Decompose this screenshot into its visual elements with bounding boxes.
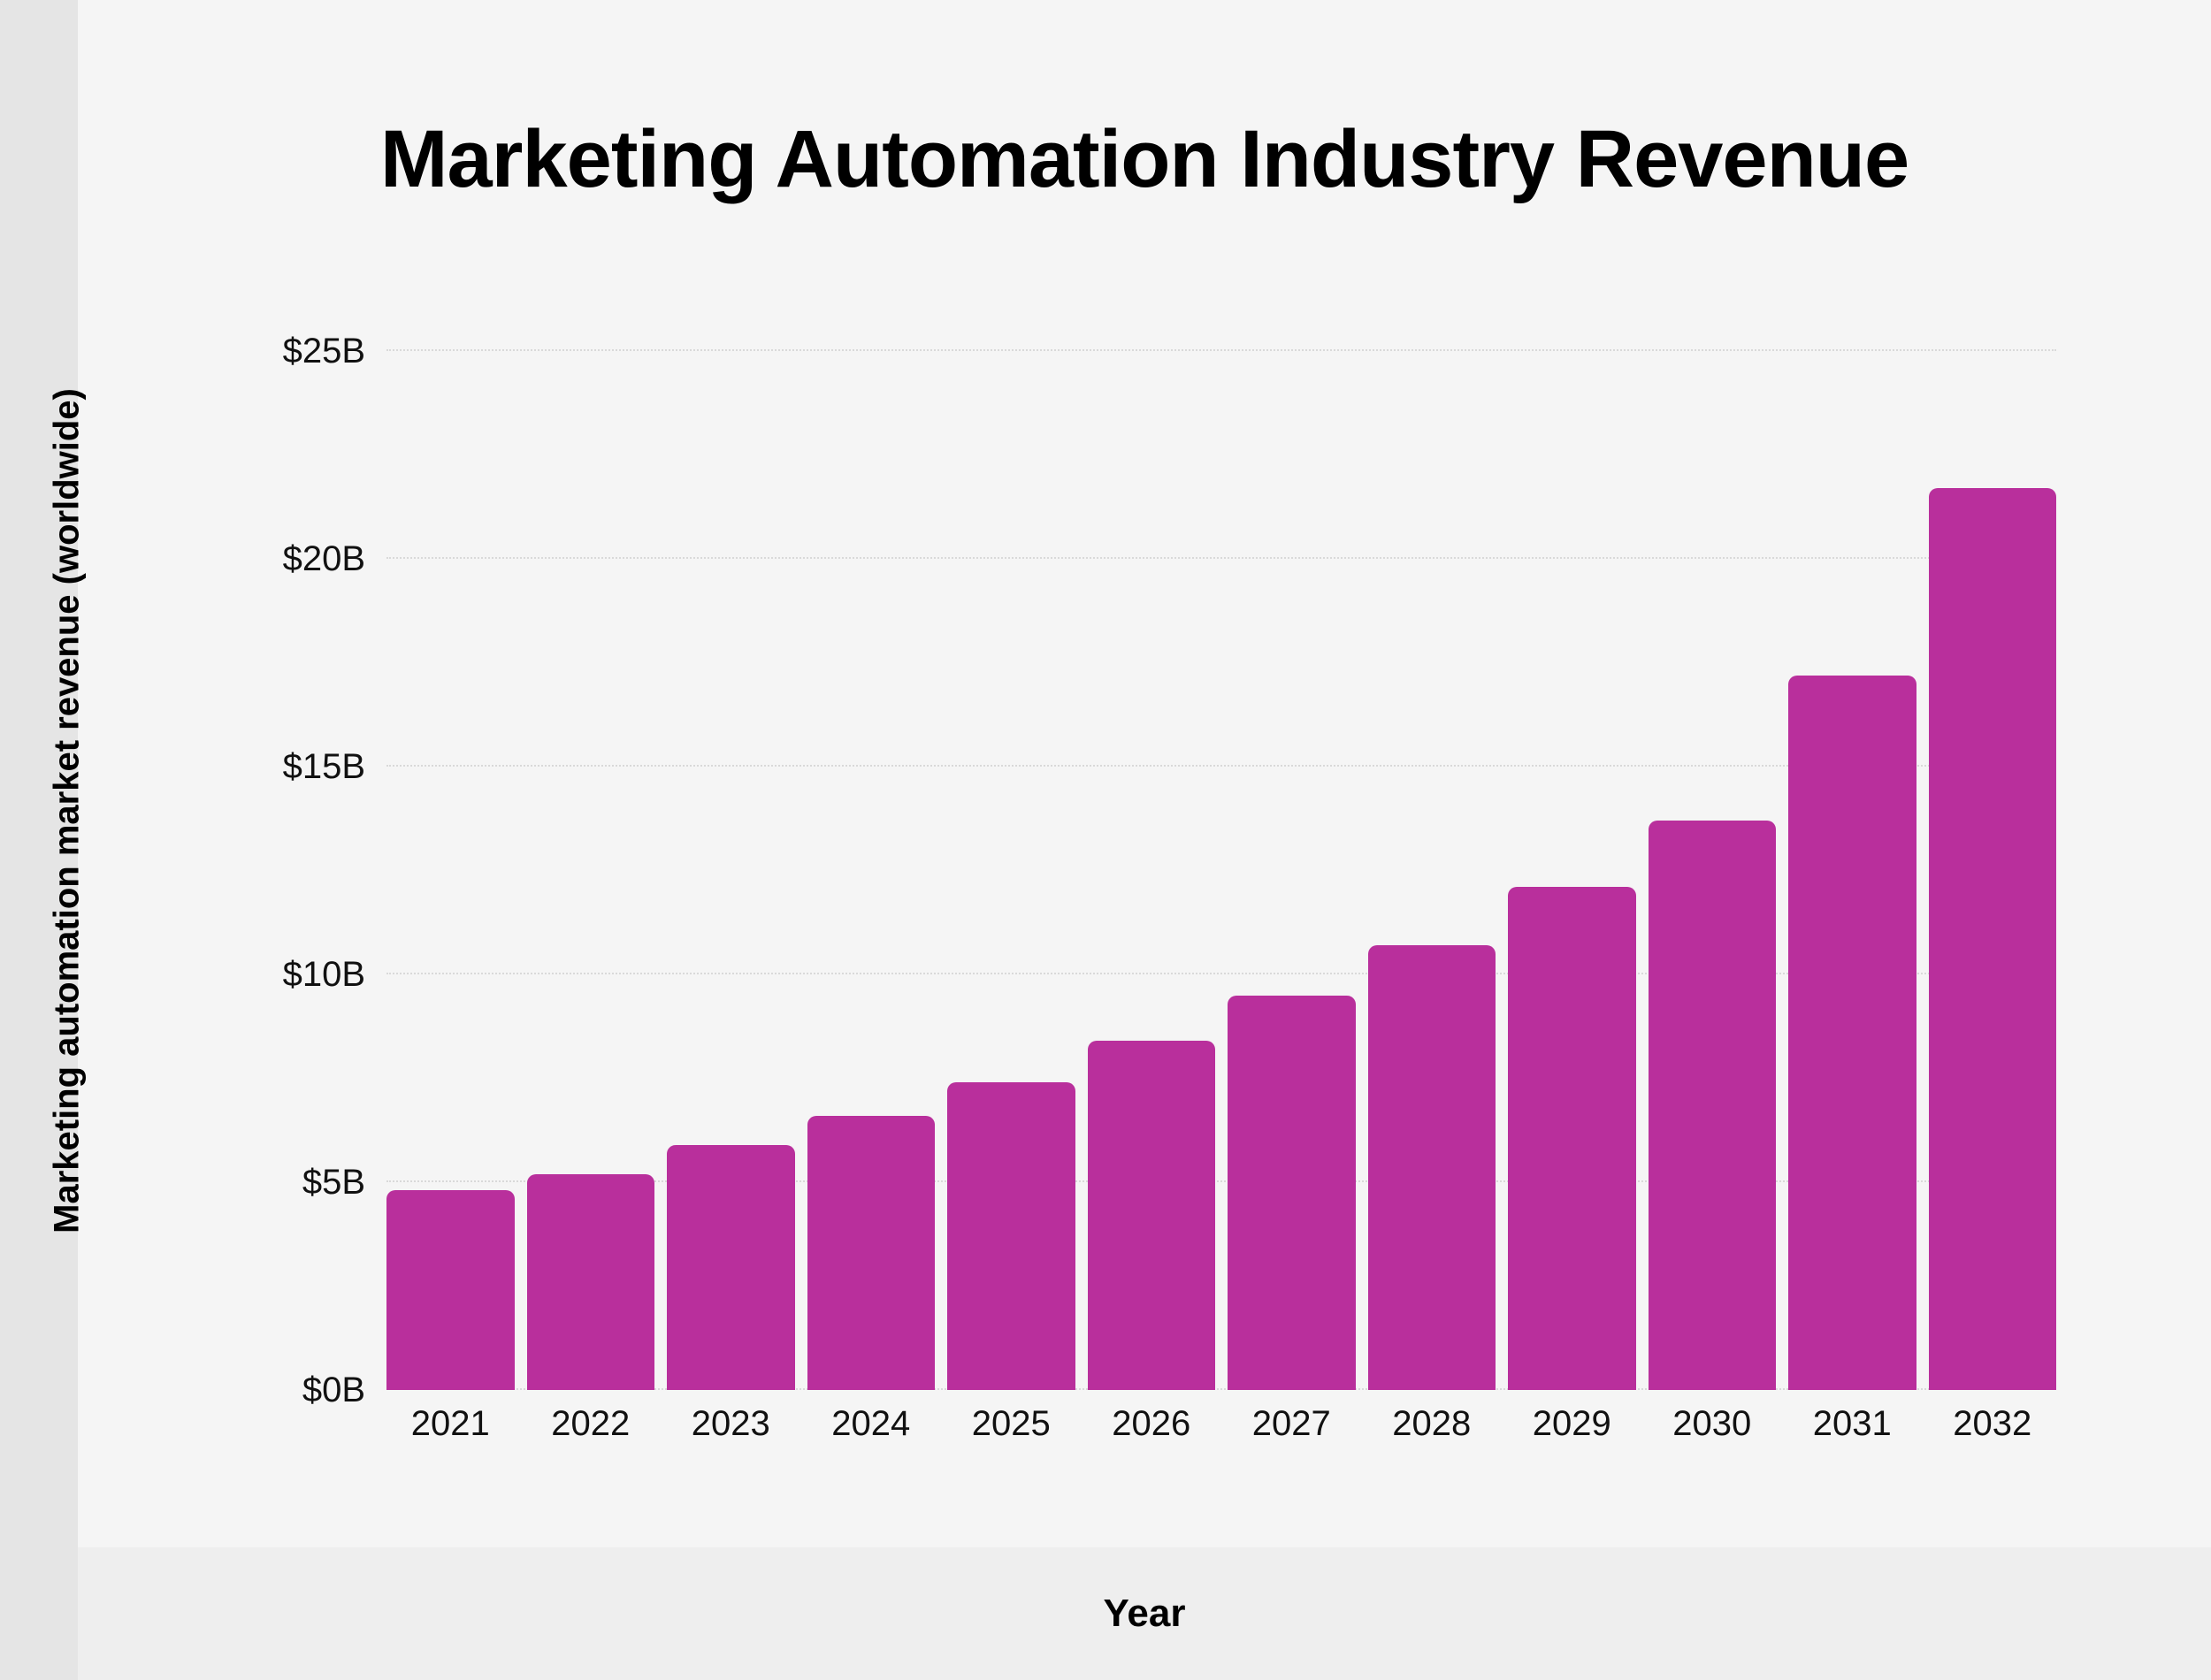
bar-2028 — [1367, 945, 1496, 1390]
x-tick-label: 2026 — [1112, 1404, 1191, 1443]
gridline — [386, 557, 2056, 559]
bar-2032 — [1928, 488, 2056, 1390]
bar-2026 — [1087, 1041, 1215, 1390]
y-tick-label: $15B — [282, 747, 365, 786]
bar-2029 — [1508, 887, 1636, 1390]
gridline — [386, 765, 2056, 767]
x-tick-label: 2027 — [1251, 1404, 1331, 1443]
bar-series — [386, 351, 2056, 1390]
x-tick-label: 2028 — [1392, 1404, 1472, 1443]
plot-area: $25B $20B $15B $10B $5B $0B 2021 2022 2023 2024 2… — [283, 333, 2056, 1443]
x-axis-title: Year — [1103, 1592, 1186, 1635]
chart-title: Marketing Automation Industry Revenue — [379, 114, 1909, 204]
x-tick-label: 2029 — [1532, 1404, 1611, 1443]
y-tick-label: $25B — [282, 332, 365, 370]
bar-2030 — [1648, 821, 1776, 1390]
x-tick-label: 2021 — [410, 1404, 490, 1443]
y-axis-title: Marketing automation market revenue (wor… — [47, 388, 87, 1233]
bar-2022 — [526, 1173, 654, 1390]
x-tick-label: 2030 — [1672, 1404, 1752, 1443]
x-tick-label: 2024 — [831, 1404, 911, 1443]
bar-2021 — [386, 1190, 515, 1390]
x-tick-label: 2025 — [971, 1404, 1051, 1443]
gridline — [386, 349, 2056, 351]
x-tick-label: 2022 — [551, 1404, 631, 1443]
bar-2023 — [667, 1144, 795, 1390]
bar-2024 — [807, 1115, 935, 1390]
bar-2031 — [1788, 675, 1916, 1390]
y-tick-label: $20B — [282, 539, 365, 578]
y-tick-label: $5B — [302, 1163, 365, 1202]
bar-2027 — [1228, 995, 1356, 1390]
bar-2025 — [947, 1082, 1075, 1390]
x-axis-title-band: Year — [78, 1547, 2211, 1680]
y-tick-label: $10B — [282, 955, 365, 994]
y-tick-label: $0B — [302, 1371, 365, 1409]
left-margin-band — [0, 0, 78, 1680]
gridline — [386, 1388, 2056, 1390]
gridline — [386, 1180, 2056, 1182]
x-tick-label: 2032 — [1953, 1404, 2032, 1443]
gridline — [386, 973, 2056, 974]
x-tick-label: 2031 — [1812, 1404, 1892, 1443]
x-tick-label: 2023 — [691, 1404, 770, 1443]
x-axis-tick-labels: 2021 2022 2023 2024 2025 2026 2027 2028 2029 2030… — [386, 1404, 2056, 1444]
